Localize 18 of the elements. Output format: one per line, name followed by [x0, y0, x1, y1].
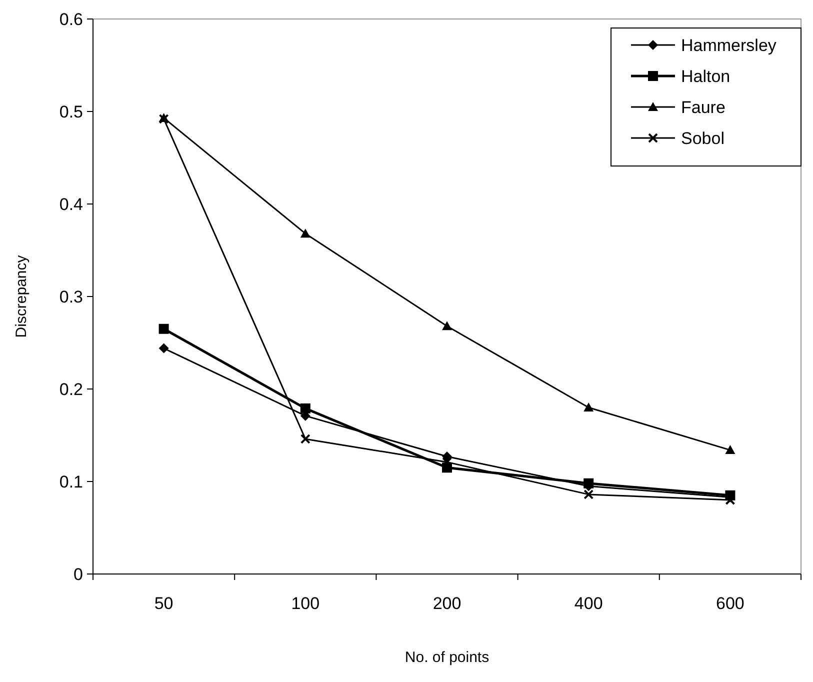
- y-tick-label: 0: [74, 564, 83, 584]
- x-tick-label: 600: [716, 594, 744, 613]
- y-tick-label: 0.2: [59, 380, 83, 399]
- x-tick-label: 400: [574, 594, 603, 613]
- x-tick-label: 50: [154, 594, 174, 613]
- y-tick-label: 0.4: [59, 194, 83, 214]
- y-tick-label: 0.6: [59, 10, 83, 29]
- y-tick-label: 0.1: [59, 472, 83, 492]
- x-tick-label: 200: [432, 594, 462, 613]
- y-tick-label: 0.5: [59, 102, 83, 122]
- legend-label: Hammersley: [681, 36, 777, 55]
- y-tick-label: 0.3: [59, 287, 83, 306]
- legend-label: Halton: [681, 66, 730, 86]
- x-axis-title: No. of points: [404, 649, 490, 666]
- legend-label: Faure: [681, 98, 726, 117]
- legend-label: Sobol: [681, 128, 724, 148]
- x-tick-label: 100: [291, 594, 320, 613]
- y-axis-title: Discrepancy: [13, 254, 30, 338]
